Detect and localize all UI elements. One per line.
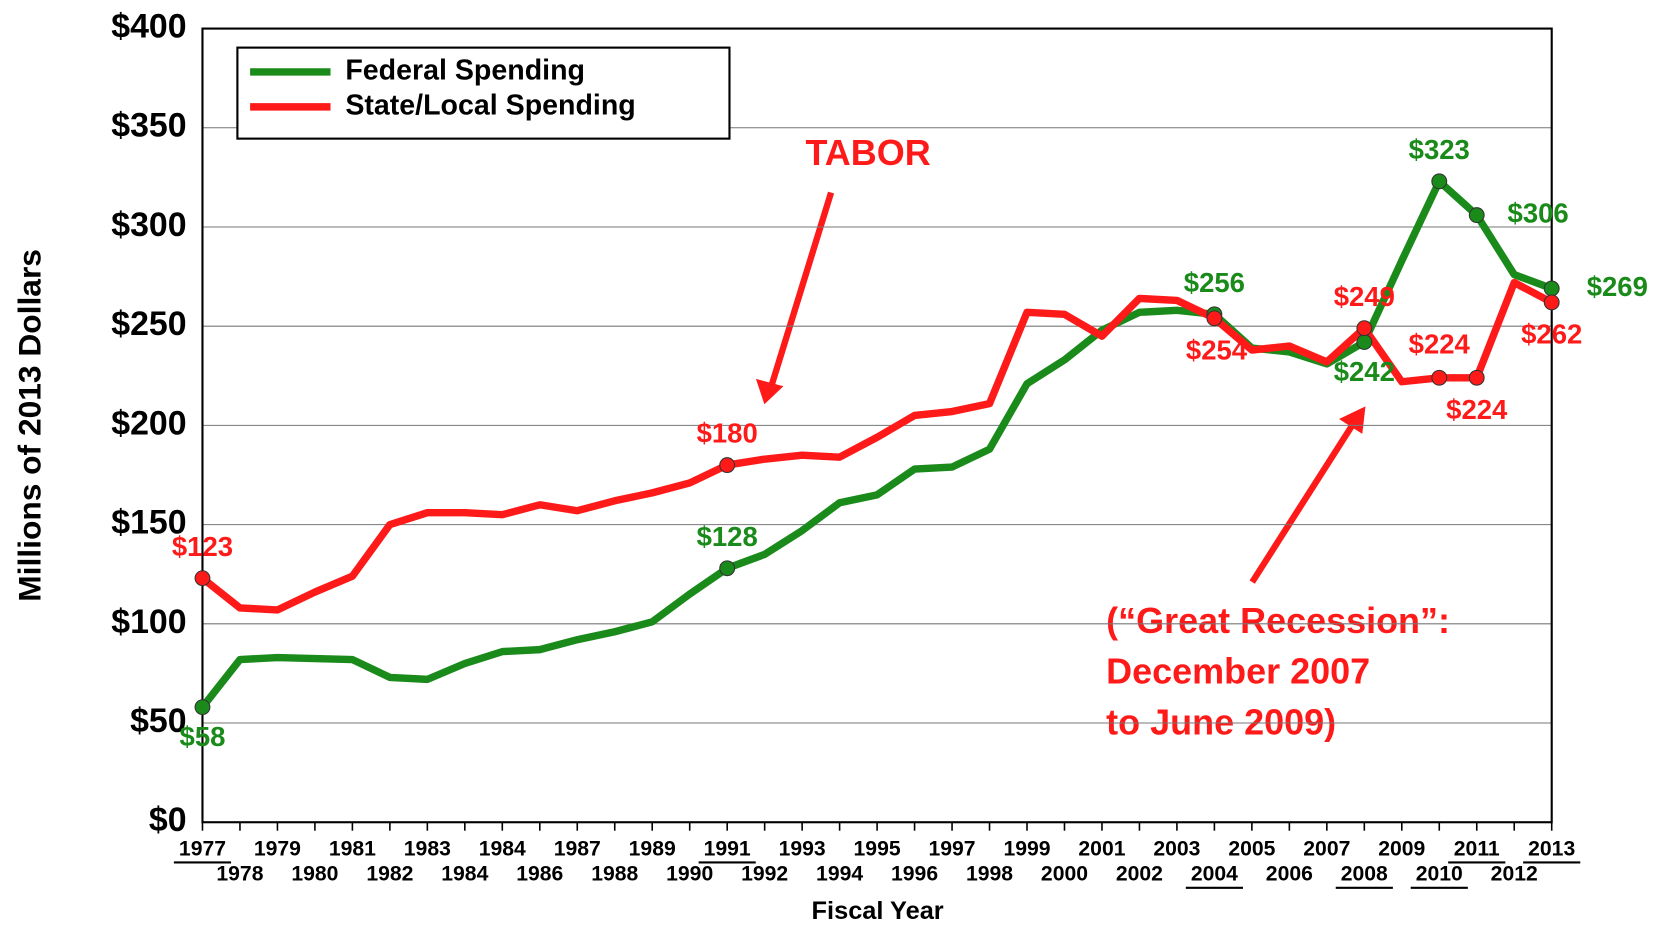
x-axis-title: Fiscal Year <box>812 897 944 925</box>
x-tick-label: 1977 <box>179 837 226 860</box>
x-tick-label: 2013 <box>1528 837 1575 860</box>
y-tick-label: $400 <box>111 8 186 46</box>
x-tick-label: 1998 <box>966 863 1013 886</box>
x-tick-label: 1983 <box>404 837 451 860</box>
x-tick-label: 1997 <box>929 837 976 860</box>
x-tick-label: 1991 <box>704 837 751 860</box>
data-label: $323 <box>1409 134 1470 165</box>
x-tick-label: 1999 <box>1003 837 1050 860</box>
annotation: TABOR <box>805 132 930 173</box>
arrow <box>1249 419 1358 584</box>
point-marker <box>1543 280 1560 297</box>
x-tick-label: 2008 <box>1341 863 1388 886</box>
point-marker <box>1431 173 1448 190</box>
annotation: December 2007 <box>1106 651 1370 692</box>
point-marker <box>1468 369 1485 386</box>
x-tick-label: 2007 <box>1303 837 1350 860</box>
data-label: $249 <box>1334 281 1395 312</box>
x-tick-label: 1986 <box>516 863 563 886</box>
annotation: (“Great Recession”: <box>1106 600 1450 641</box>
y-tick-label: $200 <box>111 404 186 442</box>
legend-label: Federal Spending <box>345 55 585 87</box>
point-marker <box>1468 207 1485 224</box>
data-label: $128 <box>697 521 758 552</box>
arrow-head <box>1339 406 1366 434</box>
data-label: $262 <box>1521 319 1582 350</box>
x-tick-label: 2009 <box>1378 837 1425 860</box>
data-label: $224 <box>1409 328 1471 359</box>
point-marker <box>1206 310 1223 327</box>
arrow-head <box>755 378 784 405</box>
x-tick-label: 1996 <box>891 863 938 886</box>
data-label: $224 <box>1446 394 1508 425</box>
x-tick-label: 2003 <box>1153 837 1200 860</box>
point-marker <box>1543 294 1560 311</box>
point-marker <box>1356 334 1373 351</box>
data-label: $306 <box>1508 197 1569 228</box>
y-tick-label: $100 <box>111 603 186 641</box>
x-tick-label: 1984 <box>479 837 526 860</box>
y-tick-label: $250 <box>111 305 186 343</box>
legend-box <box>236 46 731 140</box>
data-label: $256 <box>1184 267 1245 298</box>
annotation: to June 2009) <box>1106 701 1336 742</box>
y-tick-label: $300 <box>111 206 186 244</box>
x-tick-label: 1989 <box>629 837 676 860</box>
x-tick-label: 1980 <box>291 863 338 886</box>
x-tick-label: 2010 <box>1416 863 1463 886</box>
data-label: $254 <box>1186 334 1248 365</box>
x-tick-label: 1995 <box>854 837 901 860</box>
x-tick-label: 2004 <box>1191 863 1238 886</box>
x-tick-label: 2006 <box>1266 863 1313 886</box>
x-tick-label: 2012 <box>1491 863 1538 886</box>
y-axis-title: Millions of 2013 Dollars <box>11 249 47 602</box>
x-tick-label: 2011 <box>1454 837 1500 860</box>
point-marker <box>194 699 211 716</box>
point-marker <box>719 560 736 577</box>
arrow <box>766 191 835 393</box>
x-tick-label: 1984 <box>441 863 488 886</box>
data-label: $269 <box>1587 271 1648 302</box>
point-marker <box>194 570 211 587</box>
data-label: $58 <box>180 721 226 752</box>
point-marker <box>719 457 736 474</box>
x-tick-label: 1979 <box>254 837 301 860</box>
y-tick-label: $0 <box>149 801 187 839</box>
legend-label: State/Local Spending <box>345 89 635 121</box>
x-tick-label: 1987 <box>554 837 601 860</box>
x-tick-label: 2005 <box>1228 837 1275 860</box>
x-tick-label: 1994 <box>816 863 863 886</box>
y-tick-label: $350 <box>111 107 186 145</box>
data-label: $123 <box>172 531 233 562</box>
x-tick-label: 1992 <box>741 863 788 886</box>
x-tick-label: 1993 <box>779 837 826 860</box>
x-tick-label: 1982 <box>366 863 413 886</box>
x-tick-label: 1988 <box>591 863 638 886</box>
y-tick-label: $50 <box>130 702 187 740</box>
point-marker <box>1356 320 1373 337</box>
data-label: $242 <box>1334 356 1395 387</box>
x-tick-label: 2002 <box>1116 863 1163 886</box>
data-label: $180 <box>697 418 758 449</box>
x-tick-label: 1981 <box>329 837 376 860</box>
x-tick-label: 1990 <box>666 863 713 886</box>
point-marker <box>1431 369 1448 386</box>
x-tick-label: 2001 <box>1078 837 1125 860</box>
line-series <box>200 278 1554 614</box>
x-tick-label: 1978 <box>216 863 263 886</box>
x-tick-label: 2000 <box>1041 863 1088 886</box>
y-tick-label: $150 <box>111 504 186 542</box>
